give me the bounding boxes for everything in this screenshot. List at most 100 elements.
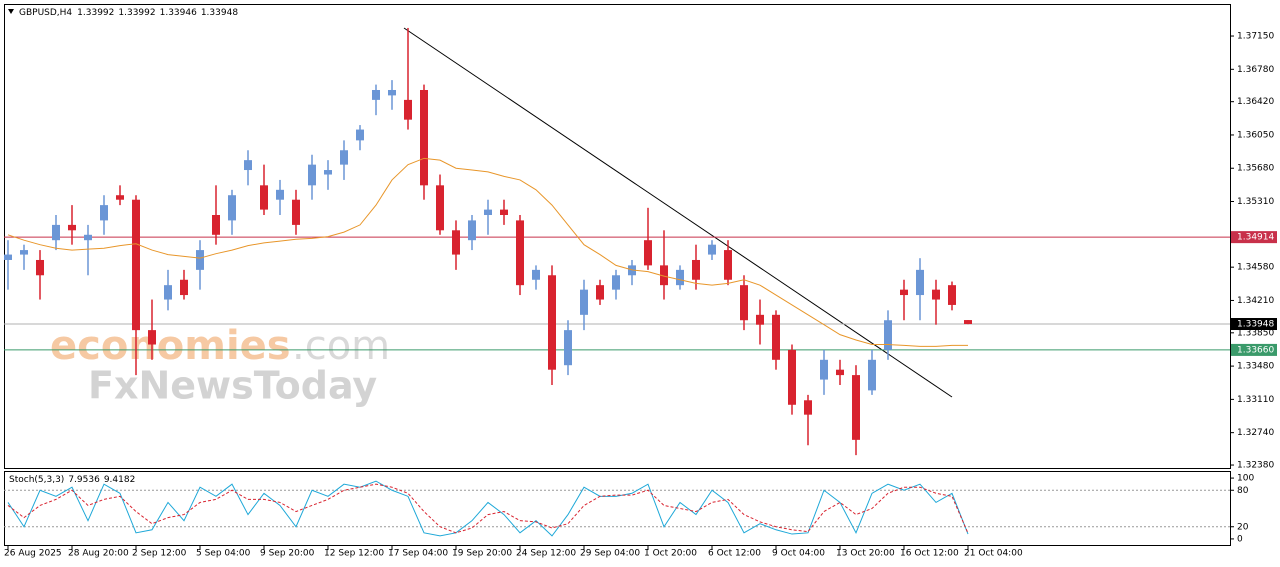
candle-body: [548, 275, 556, 370]
y-tick-label: 1.36780: [1237, 65, 1274, 75]
candle-body: [228, 195, 236, 221]
candle-body: [756, 314, 764, 325]
y-tick-label: 1.33850: [1237, 328, 1274, 338]
y-tick-label: 1.35680: [1237, 164, 1274, 174]
candle-body: [468, 220, 476, 241]
moving-average: [7, 157, 968, 347]
candle-body: [724, 250, 732, 280]
y-tick-label: 1.33110: [1237, 395, 1274, 405]
stoch-main: 7.9536: [68, 475, 100, 485]
x-tick-label: 12 Sep 12:00: [324, 549, 384, 559]
candle-body: [260, 185, 268, 210]
candle-body: [196, 250, 204, 270]
close: 1.33948: [201, 8, 238, 18]
candle-body: [356, 129, 364, 141]
candle-body: [532, 269, 540, 280]
x-tick-label: 5 Sep 04:00: [196, 549, 251, 559]
watermark-text: economies: [50, 323, 291, 369]
candle-body: [372, 89, 380, 100]
high: 1.33992: [118, 8, 155, 18]
candle-body: [916, 269, 924, 296]
candle-body: [148, 330, 156, 345]
candle-body: [212, 215, 220, 235]
candle-body: [516, 220, 524, 286]
candle-body: [244, 160, 252, 171]
watermark-text: .com: [292, 323, 390, 369]
candle-body: [308, 164, 316, 186]
low: 1.33946: [160, 8, 197, 18]
candle-body: [292, 199, 300, 225]
level-label: 1.33948: [1237, 320, 1274, 330]
candle-body: [836, 369, 844, 376]
candle-body: [884, 320, 892, 350]
candle-body: [132, 199, 140, 331]
stoch-tick-label: 80: [1237, 486, 1249, 496]
candle-body: [420, 89, 428, 186]
x-tick-label: 13 Oct 20:00: [836, 549, 895, 559]
y-tick-label: 1.32740: [1237, 428, 1274, 438]
candle-body: [596, 285, 604, 300]
stoch-signal: 9.4182: [104, 475, 136, 485]
y-tick-label: 1.35310: [1237, 197, 1274, 207]
stoch-tick-label: 20: [1237, 522, 1249, 532]
candle-body: [644, 240, 652, 266]
candle-body: [772, 314, 780, 360]
stoch-header: Stoch(5,3,3) 7.9536 9.4182: [9, 475, 135, 485]
candle-body: [116, 195, 124, 200]
candle-body: [164, 285, 172, 300]
candle-body: [964, 320, 972, 325]
candle-body: [948, 285, 956, 305]
candle-body: [564, 330, 572, 366]
watermark-text: FxNewsToday: [88, 364, 377, 408]
candle-body: [180, 279, 188, 296]
x-tick-label: 24 Sep 12:00: [516, 549, 576, 559]
y-tick-label: 1.36050: [1237, 130, 1274, 140]
level-label-box: [1231, 343, 1277, 356]
candle-body: [932, 289, 940, 300]
stoch-line: [7, 483, 969, 534]
y-tick-label: 1.32380: [1237, 461, 1274, 471]
menu-arrow: [8, 9, 14, 14]
candle-body: [740, 285, 748, 321]
candle-body: [852, 375, 860, 440]
candle-body: [324, 170, 332, 175]
candle-body: [580, 289, 588, 315]
y-tick-label: 1.34210: [1237, 296, 1274, 306]
x-tick-label: 28 Aug 20:00: [68, 549, 129, 559]
candle-body: [692, 259, 700, 280]
candle-body: [788, 349, 796, 405]
level-label: 1.34914: [1237, 233, 1274, 243]
stoch-line: [7, 480, 969, 537]
level-label: 1.33660: [1237, 345, 1274, 355]
open: 1.33992: [77, 8, 114, 18]
candle-body: [36, 259, 44, 276]
candle-body: [4, 254, 12, 260]
x-tick-label: 2 Sep 12:00: [132, 549, 187, 559]
level-label-box: [1231, 318, 1277, 331]
y-tick-label: 1.36420: [1237, 97, 1274, 107]
main-panel: [4, 4, 1231, 469]
candle-body: [404, 99, 412, 120]
candle-body: [388, 89, 396, 96]
candle-body: [52, 224, 60, 241]
stoch-label: Stoch(5,3,3): [9, 475, 64, 485]
candle-body: [900, 289, 908, 296]
symbol: GBPUSD,H4: [19, 8, 72, 18]
candle-body: [20, 250, 28, 255]
candle-body: [340, 150, 348, 165]
candle-body: [500, 209, 508, 216]
x-tick-label: 29 Sep 04:00: [580, 549, 640, 559]
x-tick-label: 9 Sep 20:00: [260, 549, 315, 559]
candle-body: [84, 234, 92, 241]
candle-body: [868, 359, 876, 391]
trend-line: [403, 27, 953, 398]
x-tick-label: 1 Oct 20:00: [644, 549, 697, 559]
candle-body: [612, 275, 620, 290]
x-tick-label: 6 Oct 12:00: [708, 549, 761, 559]
candle-body: [804, 400, 812, 415]
candle-body: [708, 244, 716, 255]
candle-body: [660, 265, 668, 286]
candle-body: [820, 359, 828, 380]
